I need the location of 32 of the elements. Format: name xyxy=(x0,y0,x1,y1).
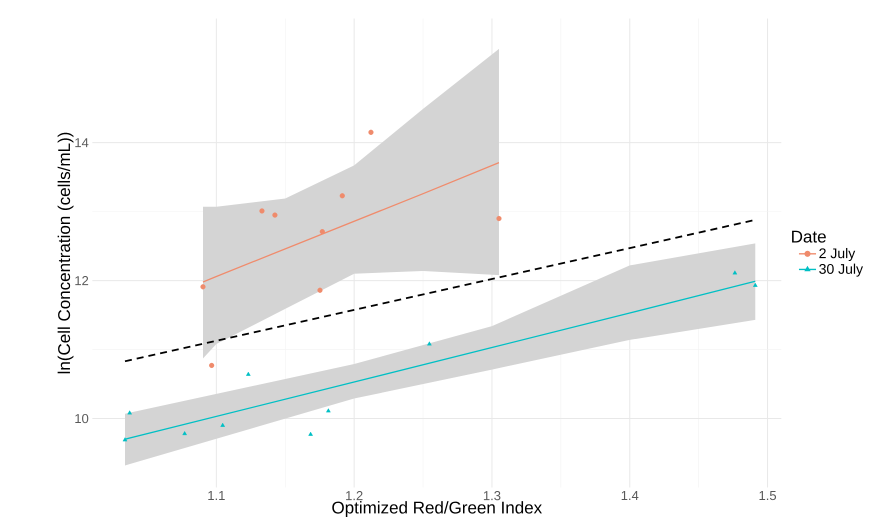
point xyxy=(200,284,206,290)
x-tick-label: 1.2 xyxy=(346,491,363,500)
point xyxy=(326,408,331,412)
legend-label: 2 July xyxy=(819,248,856,262)
point xyxy=(496,216,502,222)
point xyxy=(317,288,323,293)
point xyxy=(272,212,278,218)
point xyxy=(127,410,132,414)
point xyxy=(209,362,214,368)
point xyxy=(220,422,225,427)
x-axis-title: Optimized Red/Green Index xyxy=(332,501,542,517)
y-tick-label: 12 xyxy=(75,276,88,286)
y-tick-label: 10 xyxy=(75,414,88,424)
point xyxy=(182,431,187,436)
x-tick-label: 1.4 xyxy=(622,491,638,500)
legend-label: 30 July xyxy=(819,264,864,277)
x-tick-label: 1.3 xyxy=(484,491,500,500)
legend-title: Date xyxy=(792,230,826,243)
y-tick-label: 14 xyxy=(75,138,88,148)
point xyxy=(368,130,374,135)
x-tick-label: 1.5 xyxy=(760,491,776,500)
y-axis-title: ln(Cell Concentration (cells/mL)) xyxy=(58,132,74,374)
point xyxy=(122,437,128,442)
point xyxy=(427,341,432,346)
point xyxy=(308,432,313,436)
x-tick-label: 1.1 xyxy=(208,491,225,500)
point xyxy=(259,208,265,214)
point xyxy=(246,372,251,376)
point xyxy=(753,282,758,287)
point xyxy=(320,229,325,234)
point xyxy=(732,270,738,274)
point xyxy=(340,193,345,198)
